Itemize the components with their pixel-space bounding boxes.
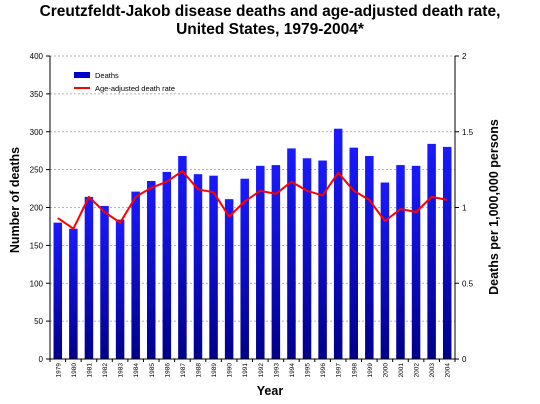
x-tick-label: 2002 bbox=[414, 363, 421, 378]
x-tick-label: 1990 bbox=[227, 363, 234, 378]
x-tick-label: 1980 bbox=[71, 363, 78, 378]
bar bbox=[193, 174, 203, 359]
x-tick-label: 2000 bbox=[382, 363, 389, 378]
legend-swatch-deaths bbox=[74, 72, 90, 78]
y-tick-label: 200 bbox=[30, 204, 44, 213]
bar bbox=[84, 196, 94, 359]
y-tick-label: 400 bbox=[30, 52, 44, 61]
y2-tick-label: 2 bbox=[462, 52, 467, 61]
y2-tick-label: 1 bbox=[462, 204, 467, 213]
x-tick-label: 1983 bbox=[118, 363, 125, 378]
x-tick-label: 1996 bbox=[320, 363, 327, 378]
bar-series-deaths bbox=[53, 128, 452, 359]
bar bbox=[380, 182, 390, 359]
bar bbox=[115, 219, 125, 359]
grid bbox=[50, 55, 455, 322]
x-tick-label: 2001 bbox=[398, 363, 405, 378]
legend-label-deaths: Deaths bbox=[95, 71, 119, 80]
x-tick-label: 1995 bbox=[305, 363, 312, 378]
bar bbox=[287, 148, 296, 359]
bar bbox=[69, 228, 78, 359]
bar bbox=[100, 205, 109, 359]
y-tick-label: 50 bbox=[34, 317, 43, 326]
y-tick-label: 100 bbox=[30, 279, 44, 288]
x-tick-label: 1982 bbox=[102, 363, 109, 378]
bar bbox=[318, 160, 327, 359]
x-tick-label: 2003 bbox=[429, 363, 436, 378]
x-tick-label: 1981 bbox=[86, 363, 93, 378]
bar bbox=[427, 143, 436, 359]
x-tick-label: 2004 bbox=[445, 363, 452, 378]
x-tick-label: 1991 bbox=[242, 363, 249, 378]
x-tick-label: 1992 bbox=[258, 363, 265, 378]
bar bbox=[209, 175, 218, 359]
legend-label-rate: Age-adjusted death rate bbox=[95, 84, 175, 93]
x-tick-label: 1986 bbox=[164, 363, 171, 378]
line-series-rate bbox=[57, 170, 448, 230]
chart-title-line-1: Creutzfeldt-Jakob disease deaths and age… bbox=[39, 3, 501, 20]
y-tick-label: 0 bbox=[39, 355, 44, 364]
x-axis-label: Year bbox=[256, 384, 284, 398]
rate-line bbox=[57, 170, 448, 230]
y2-tick-label: 1.5 bbox=[462, 128, 474, 137]
x-tick-label: 1994 bbox=[289, 363, 296, 378]
bar bbox=[333, 128, 343, 359]
bar bbox=[256, 165, 265, 359]
y2-tick-label: 0 bbox=[462, 355, 467, 364]
axes: 0 50 100 150 200 250 300 350 400 0 0.5 1 1.5 2 1979 198… bbox=[30, 52, 474, 377]
bar bbox=[162, 171, 172, 359]
x-tick-label: 1984 bbox=[133, 363, 140, 378]
bar bbox=[271, 165, 281, 359]
bar bbox=[349, 147, 358, 359]
x-tick-label: 1997 bbox=[336, 363, 343, 378]
bar bbox=[147, 180, 156, 359]
bar bbox=[224, 199, 234, 359]
y-tick-label: 350 bbox=[30, 90, 44, 99]
bar bbox=[396, 165, 405, 359]
x-tick-label: 1993 bbox=[273, 363, 280, 378]
x-tick-label: 1979 bbox=[55, 363, 62, 378]
x-tick-label: 1987 bbox=[180, 363, 187, 378]
bar bbox=[302, 158, 312, 359]
legend: Deaths Age-adjusted death rate bbox=[74, 71, 175, 93]
x-tick-label: 1985 bbox=[149, 363, 156, 378]
y-tick-label: 250 bbox=[30, 166, 44, 175]
bar bbox=[178, 155, 187, 359]
chart-title: Creutzfeldt-Jakob disease deaths and age… bbox=[0, 3, 540, 39]
x-tick-label: 1998 bbox=[351, 363, 358, 378]
bar bbox=[411, 165, 421, 359]
x-tick-label: 1988 bbox=[195, 363, 202, 378]
x-tick-label: 1989 bbox=[211, 363, 218, 378]
chart-title-line-2: United States, 1979-2004* bbox=[176, 21, 364, 38]
bar bbox=[442, 146, 452, 359]
y-tick-label: 150 bbox=[30, 241, 44, 250]
bar bbox=[240, 178, 249, 359]
bar bbox=[365, 155, 374, 359]
bar bbox=[53, 222, 63, 359]
x-tick-label: 1999 bbox=[367, 363, 374, 378]
y2-tick-label: 0.5 bbox=[462, 279, 474, 288]
bar bbox=[131, 191, 140, 359]
y-tick-label: 300 bbox=[30, 128, 44, 137]
